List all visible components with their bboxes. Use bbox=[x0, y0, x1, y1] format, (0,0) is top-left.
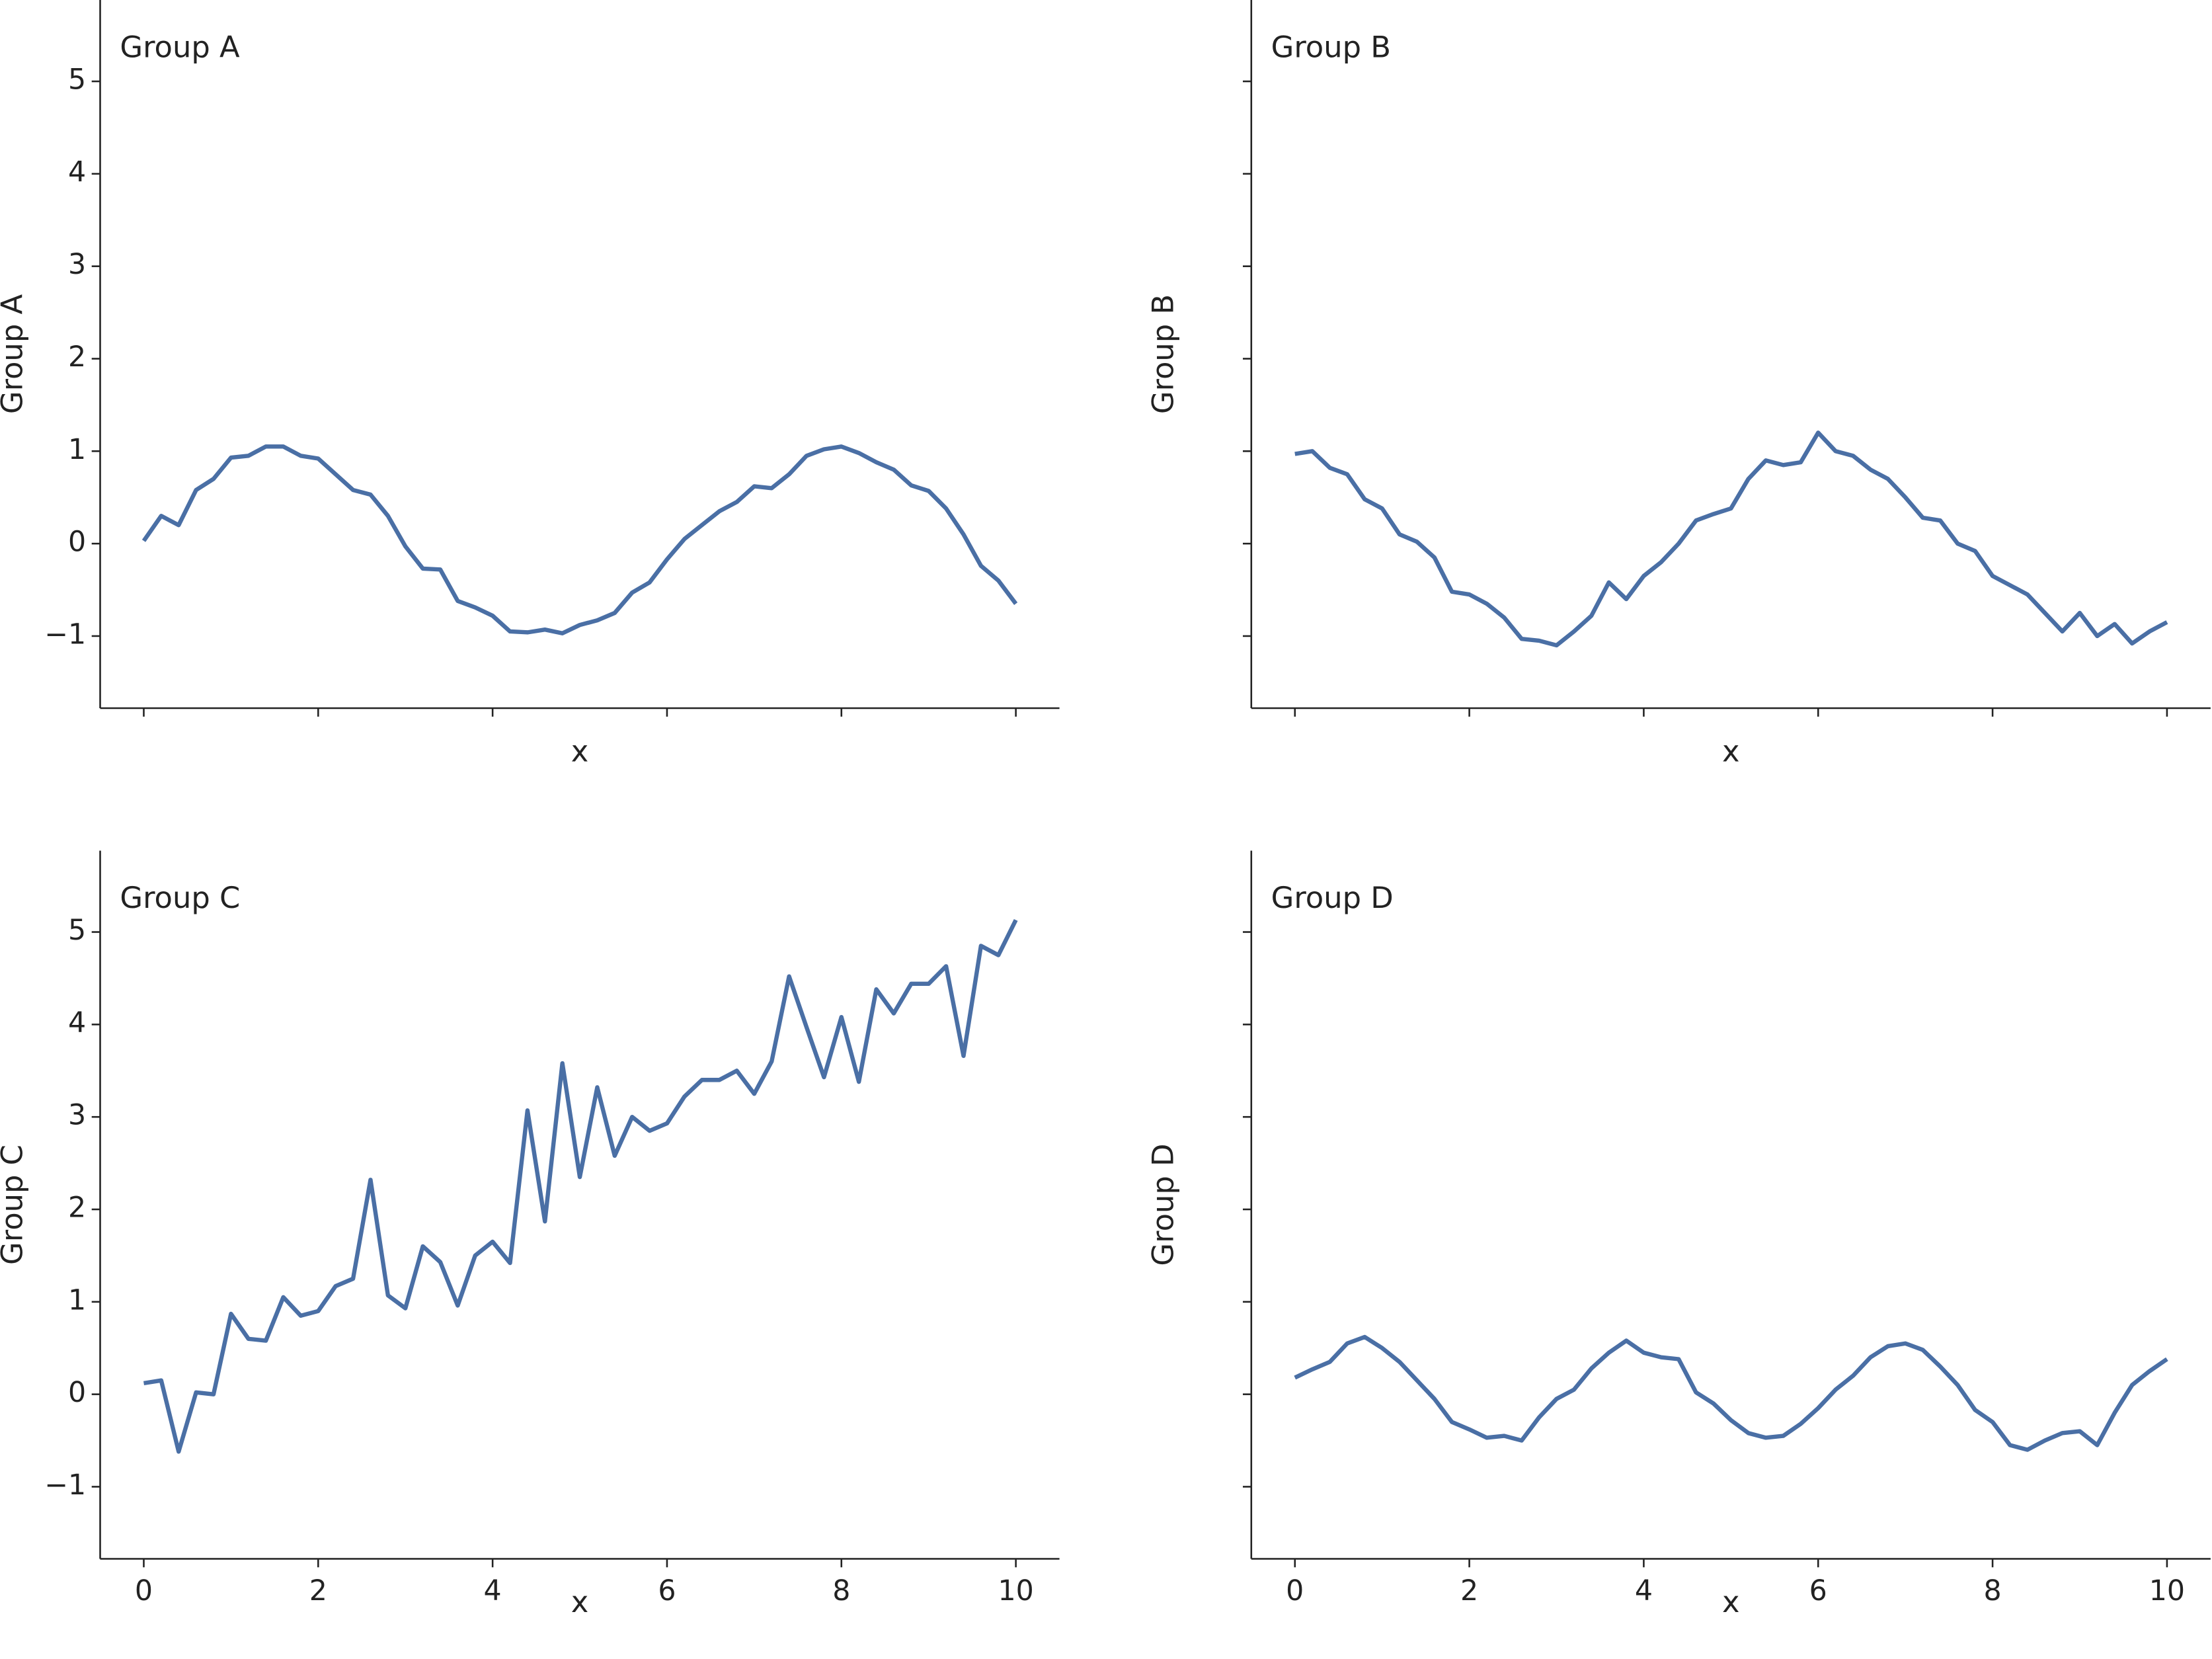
y-tick-label: 4 bbox=[68, 155, 86, 188]
data-line bbox=[143, 918, 1018, 1454]
data-line bbox=[1294, 1334, 2168, 1452]
y-tick-label: 5 bbox=[68, 63, 86, 97]
y-tick-label: 3 bbox=[68, 1099, 86, 1132]
y-tick-label: −1 bbox=[44, 618, 86, 651]
x-axis-label: x bbox=[571, 733, 589, 768]
y-axis-label: Group A bbox=[0, 294, 29, 415]
panel-title: Group B bbox=[1271, 30, 1391, 65]
x-tick-label: 6 bbox=[1809, 1574, 1827, 1607]
x-axis-label: x bbox=[1722, 1584, 1740, 1619]
y-tick-label: 0 bbox=[68, 1376, 86, 1409]
panel-title: Group A bbox=[120, 30, 240, 65]
x-tick-label: 10 bbox=[2149, 1574, 2185, 1607]
x-tick-label: 2 bbox=[309, 1574, 327, 1607]
y-tick-label: 3 bbox=[68, 248, 86, 281]
y-tick-label: −1 bbox=[44, 1469, 86, 1502]
data-line bbox=[1294, 430, 2168, 648]
x-tick-label: 8 bbox=[832, 1574, 850, 1607]
x-tick-label: 2 bbox=[1460, 1574, 1478, 1607]
y-tick-label: 4 bbox=[68, 1006, 86, 1039]
data-line bbox=[141, 444, 1018, 635]
y-tick-label: 1 bbox=[68, 433, 86, 466]
x-tick-label: 6 bbox=[658, 1574, 676, 1607]
y-tick-label: 2 bbox=[68, 1192, 86, 1225]
x-tick-label: 4 bbox=[1635, 1574, 1653, 1607]
y-axis-label: Group C bbox=[0, 1145, 29, 1265]
x-axis-label: x bbox=[1722, 733, 1740, 768]
panel-title: Group D bbox=[1271, 880, 1394, 915]
x-axis-label: x bbox=[571, 1584, 589, 1619]
y-axis-label: Group D bbox=[1146, 1143, 1181, 1266]
y-tick-label: 1 bbox=[68, 1283, 86, 1316]
x-tick-label: 0 bbox=[135, 1574, 153, 1607]
panel-title: Group C bbox=[120, 880, 240, 915]
y-tick-label: 5 bbox=[68, 914, 86, 947]
x-tick-label: 8 bbox=[1984, 1574, 2002, 1607]
x-tick-label: 4 bbox=[484, 1574, 502, 1607]
x-tick-label: 10 bbox=[998, 1574, 1033, 1607]
y-tick-label: 0 bbox=[68, 526, 86, 559]
y-tick-label: 2 bbox=[68, 341, 86, 374]
y-axis-label: Group B bbox=[1146, 294, 1181, 414]
x-tick-label: 0 bbox=[1286, 1574, 1304, 1607]
